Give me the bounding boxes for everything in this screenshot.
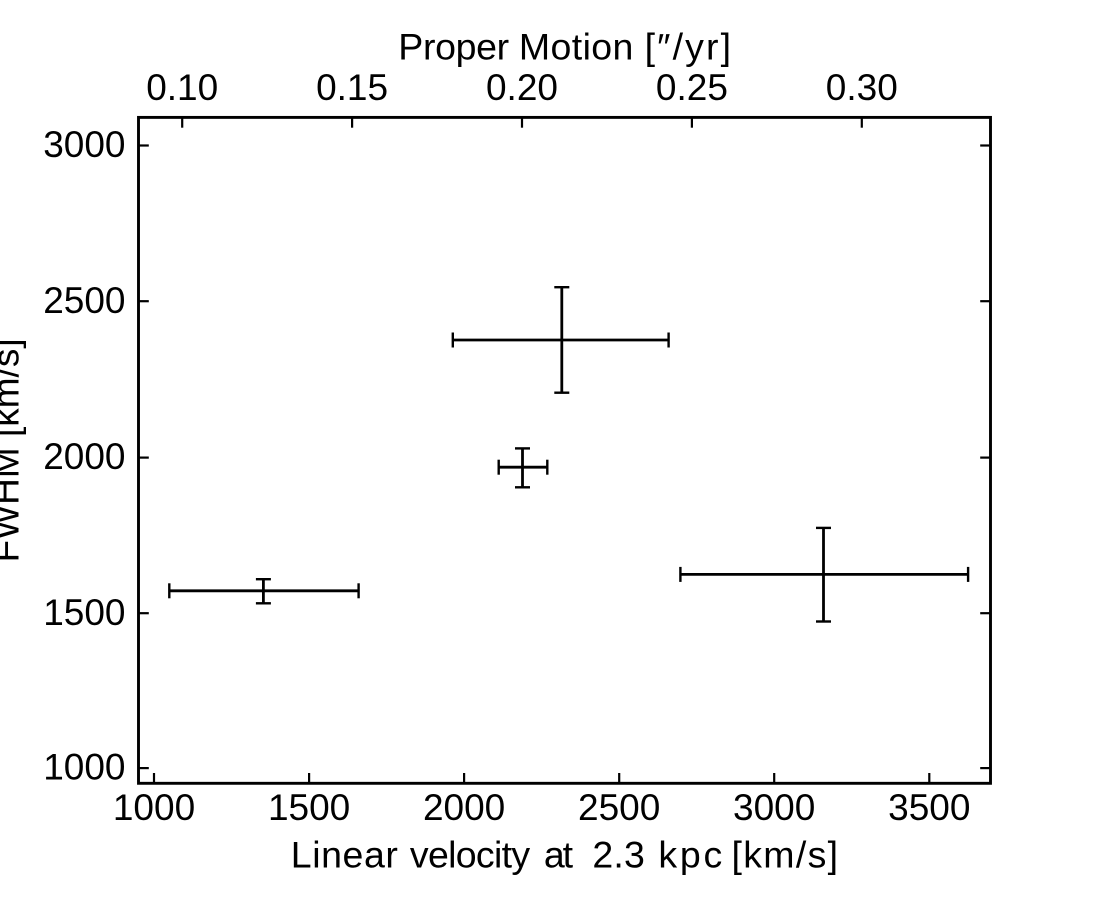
- svg-text:1500: 1500: [268, 787, 350, 828]
- svg-text:0.15: 0.15: [316, 67, 388, 108]
- svg-text:3000: 3000: [733, 787, 815, 828]
- svg-text:Motion: Motion: [519, 25, 634, 67]
- svg-text:2.3: 2.3: [592, 834, 644, 876]
- svg-text:[″/yr]: [″/yr]: [645, 25, 732, 67]
- svg-text:3500: 3500: [888, 787, 970, 828]
- svg-text:Proper: Proper: [398, 25, 509, 67]
- svg-text:kpc: kpc: [658, 834, 722, 876]
- svg-text:1000: 1000: [113, 787, 195, 828]
- svg-text:at: at: [544, 834, 574, 876]
- svg-text:2000: 2000: [43, 436, 125, 477]
- svg-text:0.20: 0.20: [486, 67, 558, 108]
- svg-text:Linear: Linear: [291, 834, 398, 876]
- svg-text:1500: 1500: [43, 592, 125, 633]
- svg-text:3000: 3000: [43, 124, 125, 165]
- svg-text:[km/s]: [km/s]: [732, 834, 839, 876]
- svg-text:1000: 1000: [43, 747, 125, 788]
- svg-text:2500: 2500: [578, 787, 660, 828]
- svg-text:velocity: velocity: [410, 834, 530, 876]
- svg-text:2500: 2500: [43, 280, 125, 321]
- svg-text:0.30: 0.30: [826, 67, 898, 108]
- svg-text:0.25: 0.25: [656, 67, 728, 108]
- svg-text:0.10: 0.10: [146, 67, 218, 108]
- svg-text:2000: 2000: [423, 787, 505, 828]
- svg-text:FWHM [km/s]: FWHM [km/s]: [0, 338, 27, 562]
